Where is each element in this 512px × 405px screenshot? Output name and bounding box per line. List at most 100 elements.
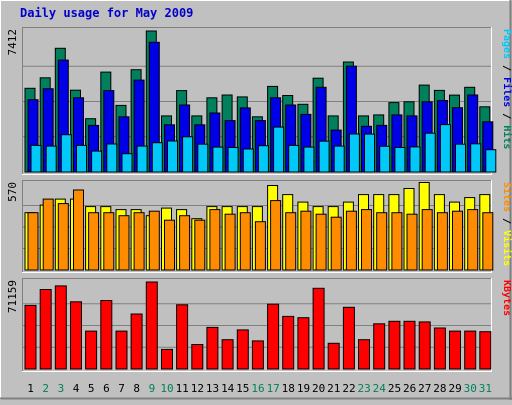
bottom-bar-kbytes-day-21 — [327, 342, 340, 370]
day-label-13: 13 — [206, 382, 219, 395]
top-bar-pages-day-1 — [30, 144, 42, 173]
bottom-bar-kbytes-day-27 — [418, 321, 431, 370]
top-bar-pages-day-13 — [212, 146, 224, 173]
bottom-bar-kbytes-day-1 — [24, 304, 37, 370]
day-label-31: 31 — [479, 382, 492, 395]
top-bar-pages-day-3 — [60, 134, 72, 173]
day-label-2: 2 — [42, 382, 49, 395]
top-bar-pages-day-11 — [182, 136, 194, 173]
day-label-3: 3 — [58, 382, 65, 395]
middle-bar-sites-day-28 — [436, 212, 448, 271]
day-label-22: 22 — [342, 382, 355, 395]
middle-bar-sites-day-5 — [88, 212, 100, 271]
middle-bar-sites-day-14 — [224, 213, 236, 271]
top-bar-pages-day-17 — [273, 126, 285, 173]
bottom-bar-kbytes-day-3 — [54, 285, 67, 370]
middle-bar-sites-day-2 — [42, 198, 54, 271]
day-label-29: 29 — [448, 382, 461, 395]
top-side-label-part: Files — [501, 77, 512, 107]
middle-bar-sites-day-23 — [361, 209, 372, 271]
day-label-8: 8 — [133, 382, 140, 395]
bottom-bar-kbytes-day-20 — [312, 287, 325, 370]
middle-bar-sites-day-11 — [179, 215, 191, 271]
day-label-30: 30 — [464, 382, 477, 395]
day-label-19: 19 — [297, 382, 310, 395]
top-bar-pages-day-28 — [439, 124, 451, 173]
top-ymax-label: 7412 — [6, 29, 19, 56]
middle-bar-sites-day-6 — [103, 212, 115, 271]
middle-bar-sites-day-16 — [254, 221, 266, 271]
bottom-bar-kbytes-day-5 — [85, 330, 98, 370]
day-label-6: 6 — [103, 382, 110, 395]
middle-bar-sites-day-25 — [391, 212, 403, 271]
middle-bar-sites-day-15 — [239, 212, 251, 271]
bottom-bar-kbytes-day-10 — [161, 348, 173, 370]
middle-bar-sites-day-20 — [315, 213, 327, 271]
top-bar-pages-day-24 — [379, 145, 391, 173]
bottom-bar-kbytes-day-8 — [130, 313, 143, 370]
bottom-bar-kbytes-day-19 — [297, 317, 310, 370]
day-label-4: 4 — [73, 382, 80, 395]
top-bar-pages-day-27 — [424, 132, 436, 173]
bottom-ymax-label: 71159 — [6, 280, 19, 313]
day-label-28: 28 — [433, 382, 446, 395]
middle-bar-sites-day-13 — [209, 209, 221, 271]
bottom-bar-kbytes-day-6 — [100, 300, 113, 370]
top-bar-pages-day-14 — [227, 147, 239, 173]
top-bar-pages-day-9 — [151, 142, 163, 173]
top-bar-pages-day-2 — [45, 145, 57, 173]
day-label-18: 18 — [282, 382, 295, 395]
bottom-bar-kbytes-day-7 — [115, 330, 128, 370]
middle-bar-sites-day-7 — [118, 215, 130, 271]
middle-bar-sites-day-8 — [133, 212, 145, 271]
top-side-label-part: Pages — [501, 29, 512, 59]
bottom-bar-kbytes-day-25 — [388, 320, 401, 370]
bottom-bar-kbytes-day-2 — [39, 289, 52, 370]
day-label-5: 5 — [88, 382, 95, 395]
middle-bar-sites-day-24 — [376, 212, 388, 271]
bottom-side-label: KBytes — [501, 280, 512, 316]
middle-bar-sites-day-19 — [300, 210, 312, 271]
top-bar-pages-day-7 — [121, 153, 133, 173]
top-bar-pages-day-22 — [348, 133, 360, 173]
day-label-7: 7 — [118, 382, 125, 395]
middle-bar-sites-day-22 — [345, 210, 357, 271]
day-label-1: 1 — [27, 382, 34, 395]
middle-bar-sites-day-3 — [57, 203, 69, 271]
day-label-24: 24 — [373, 382, 387, 395]
top-bar-pages-day-18 — [288, 144, 300, 173]
top-bar-pages-day-6 — [106, 143, 118, 173]
day-axis-labels: 1 2 3 4 5 6 7 8 9 10 11 12 13 14 15 16 17 18 19 20 21 22 23 24 2… — [27, 382, 492, 395]
top-side-label: Pages / Files / Hits — [501, 29, 512, 149]
bottom-bar-kbytes-day-15 — [236, 329, 249, 370]
day-label-20: 20 — [312, 382, 325, 395]
middle-bar-sites-day-17 — [270, 200, 282, 271]
top-bar-pages-day-5 — [91, 150, 103, 173]
bottom-bar-kbytes-day-14 — [221, 339, 234, 370]
day-label-14: 14 — [221, 382, 235, 395]
top-bar-pages-day-29 — [455, 143, 466, 173]
middle-side-label-part: Visits — [501, 230, 512, 266]
middle-bar-sites-day-30 — [467, 209, 479, 271]
top-side-label-part: / — [501, 107, 512, 125]
day-label-15: 15 — [236, 382, 249, 395]
day-label-23: 23 — [357, 382, 370, 395]
chart-title: Daily usage for May 2009 — [20, 6, 193, 20]
day-label-12: 12 — [191, 382, 204, 395]
bottom-bar-kbytes-day-23 — [358, 339, 370, 370]
top-bar-pages-day-30 — [470, 143, 482, 173]
top-bar-pages-day-26 — [409, 146, 421, 173]
bottom-bar-kbytes-day-29 — [449, 330, 461, 370]
day-label-21: 21 — [327, 382, 340, 395]
bottom-bar-kbytes-day-22 — [342, 306, 355, 370]
top-bar-pages-day-15 — [242, 148, 254, 173]
bottom-bar-kbytes-day-18 — [282, 315, 295, 370]
bottom-bar-kbytes-day-30 — [464, 330, 477, 370]
middle-bar-sites-day-1 — [27, 212, 39, 271]
bottom-bar-kbytes-day-13 — [206, 326, 219, 370]
bottom-side-label-part: KBytes — [501, 280, 512, 316]
middle-side-label: Sites / Visits — [501, 182, 512, 266]
middle-bar-sites-day-27 — [421, 209, 433, 271]
